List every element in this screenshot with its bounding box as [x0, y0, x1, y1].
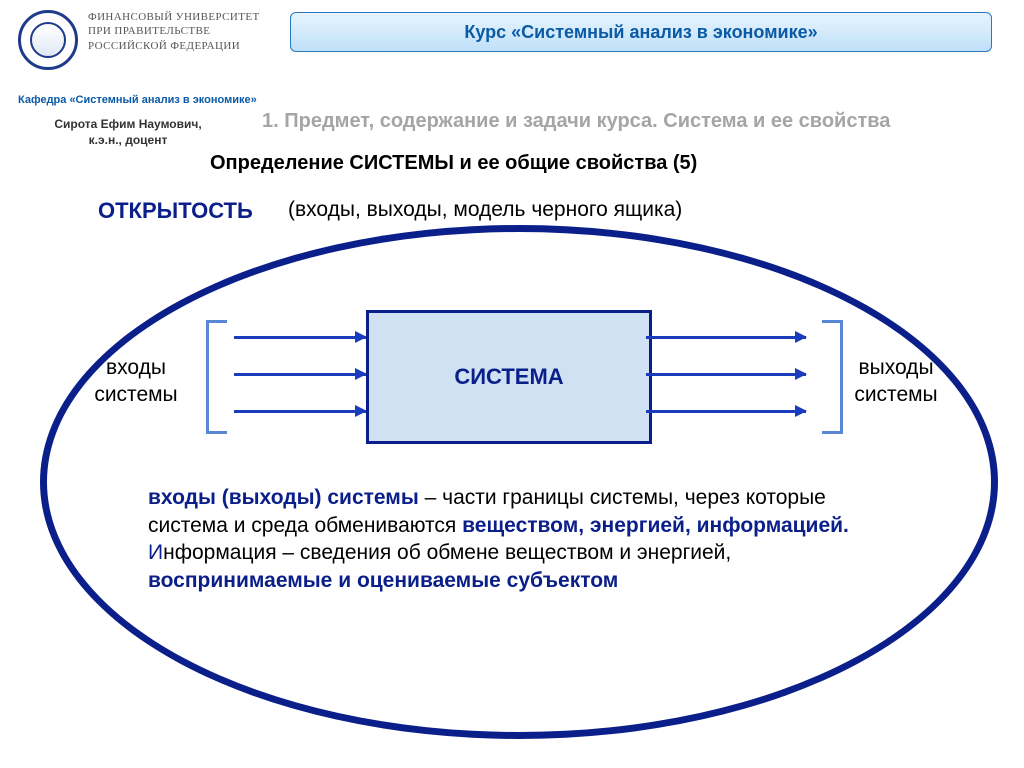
def-p2-lead-rest: нформация – сведения	[163, 541, 391, 564]
course-title-pill: Курс «Системный анализ в экономике»	[290, 12, 992, 52]
subtitle: Определение СИСТЕМЫ и ее общие свойства …	[210, 152, 697, 175]
environment-ellipse	[40, 225, 998, 739]
university-name: ФИНАНСОВЫЙ УНИВЕРСИТЕТ ПРИ ПРАВИТЕЛЬСТВЕ…	[88, 10, 260, 53]
system-box: СИСТЕМА	[366, 310, 652, 444]
arrow-in-1-icon	[234, 336, 366, 339]
input-bracket-icon	[206, 320, 227, 434]
def-p2-firstchar: И	[148, 541, 163, 564]
arrow-in-3-icon	[234, 410, 366, 413]
arrow-out-3-icon	[646, 410, 806, 413]
inputs-label-2: системы	[94, 383, 177, 406]
author-line2: к.э.н., доцент	[89, 133, 168, 147]
slide: ФИНАНСОВЫЙ УНИВЕРСИТЕТ ПРИ ПРАВИТЕЛЬСТВЕ…	[0, 0, 1024, 768]
definition-text: входы (выходы) системы – части границы с…	[148, 484, 878, 595]
output-bracket-icon	[822, 320, 843, 434]
outputs-label: выходы системы	[846, 354, 946, 409]
author-block: Сирота Ефим Наумович, к.э.н., доцент	[28, 116, 228, 148]
uni-line1: ФИНАНСОВЫЙ УНИВЕРСИТЕТ	[88, 10, 260, 24]
openness-desc: (входы, выходы, модель черного ящика)	[288, 198, 682, 222]
openness-term: ОТКРЫТОСТЬ	[98, 198, 253, 224]
def-p2-lead: Информация – сведения	[148, 541, 391, 564]
outputs-label-1: выходы	[858, 356, 933, 379]
def-term1: входы (выходы) системы	[148, 486, 419, 509]
arrow-out-1-icon	[646, 336, 806, 339]
logo-inner-icon	[30, 22, 66, 58]
def-term1b: веществом, энергией, информацией.	[462, 514, 849, 537]
inputs-label-1: входы	[106, 356, 166, 379]
arrow-out-2-icon	[646, 373, 806, 376]
uni-line3: РОССИЙСКОЙ ФЕДЕРАЦИИ	[88, 39, 260, 53]
author-line1: Сирота Ефим Наумович,	[54, 117, 201, 131]
system-box-label: СИСТЕМА	[454, 364, 563, 390]
uni-line2: ПРИ ПРАВИТЕЛЬСТВЕ	[88, 24, 260, 38]
section-heading: 1. Предмет, содержание и задачи курса. С…	[262, 110, 890, 133]
department-label: Кафедра «Системный анализ в экономике»	[18, 94, 257, 106]
course-title: Курс «Системный анализ в экономике»	[464, 22, 817, 43]
inputs-label: входы системы	[86, 354, 186, 409]
def-p2-rest: об обмене веществом и энергией,	[391, 541, 731, 564]
university-logo-icon	[18, 10, 78, 70]
def-p2-bold: воспринимаемые и оцениваемые субъектом	[148, 569, 618, 592]
header-logo-block: ФИНАНСОВЫЙ УНИВЕРСИТЕТ ПРИ ПРАВИТЕЛЬСТВЕ…	[18, 10, 260, 70]
arrow-in-2-icon	[234, 373, 366, 376]
outputs-label-2: системы	[854, 383, 937, 406]
